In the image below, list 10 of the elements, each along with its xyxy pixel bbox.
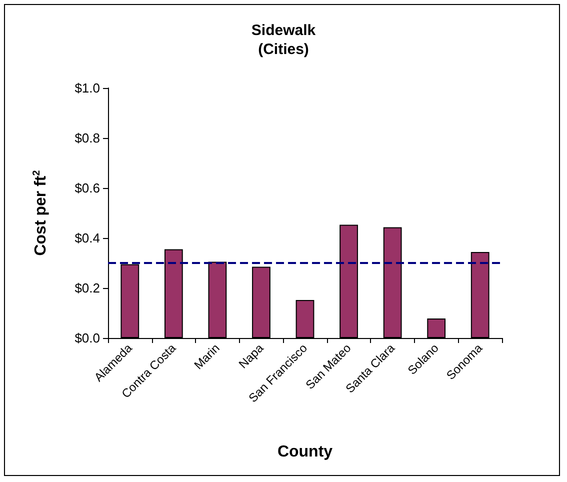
chart-subtitle: (Cities) (258, 41, 309, 58)
y-tick-label: $1.0 (74, 80, 100, 96)
x-axis-title: County (277, 444, 333, 460)
chart-title: Sidewalk (251, 22, 316, 39)
y-tick-label: $0.8 (74, 130, 100, 146)
y-tick-label: $0.2 (74, 280, 100, 296)
y-tick-label: $0.0 (74, 330, 100, 346)
y-tick-label: $0.4 (74, 230, 100, 246)
y-axis-title: Cost per ft2 (32, 170, 50, 256)
y-tick-label: $0.6 (74, 180, 100, 196)
